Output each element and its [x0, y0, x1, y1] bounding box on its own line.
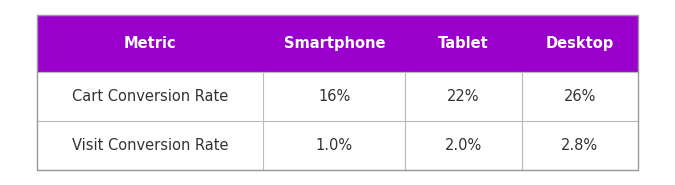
Text: 1.0%: 1.0%	[316, 138, 353, 153]
Text: Visit Conversion Rate: Visit Conversion Rate	[72, 138, 228, 153]
Bar	[37, 15, 638, 72]
Text: 2.8%: 2.8%	[561, 138, 598, 153]
Bar	[37, 121, 638, 170]
Text: Cart Conversion Rate: Cart Conversion Rate	[72, 89, 228, 104]
Bar	[37, 72, 638, 121]
Text: 26%: 26%	[564, 89, 596, 104]
Text: Desktop: Desktop	[545, 36, 614, 51]
Text: 22%: 22%	[448, 89, 480, 104]
Text: Smartphone: Smartphone	[284, 36, 385, 51]
Text: 2.0%: 2.0%	[445, 138, 482, 153]
Text: 16%: 16%	[318, 89, 350, 104]
Bar	[37, 15, 638, 170]
Text: Metric: Metric	[124, 36, 176, 51]
Text: Tablet: Tablet	[438, 36, 489, 51]
